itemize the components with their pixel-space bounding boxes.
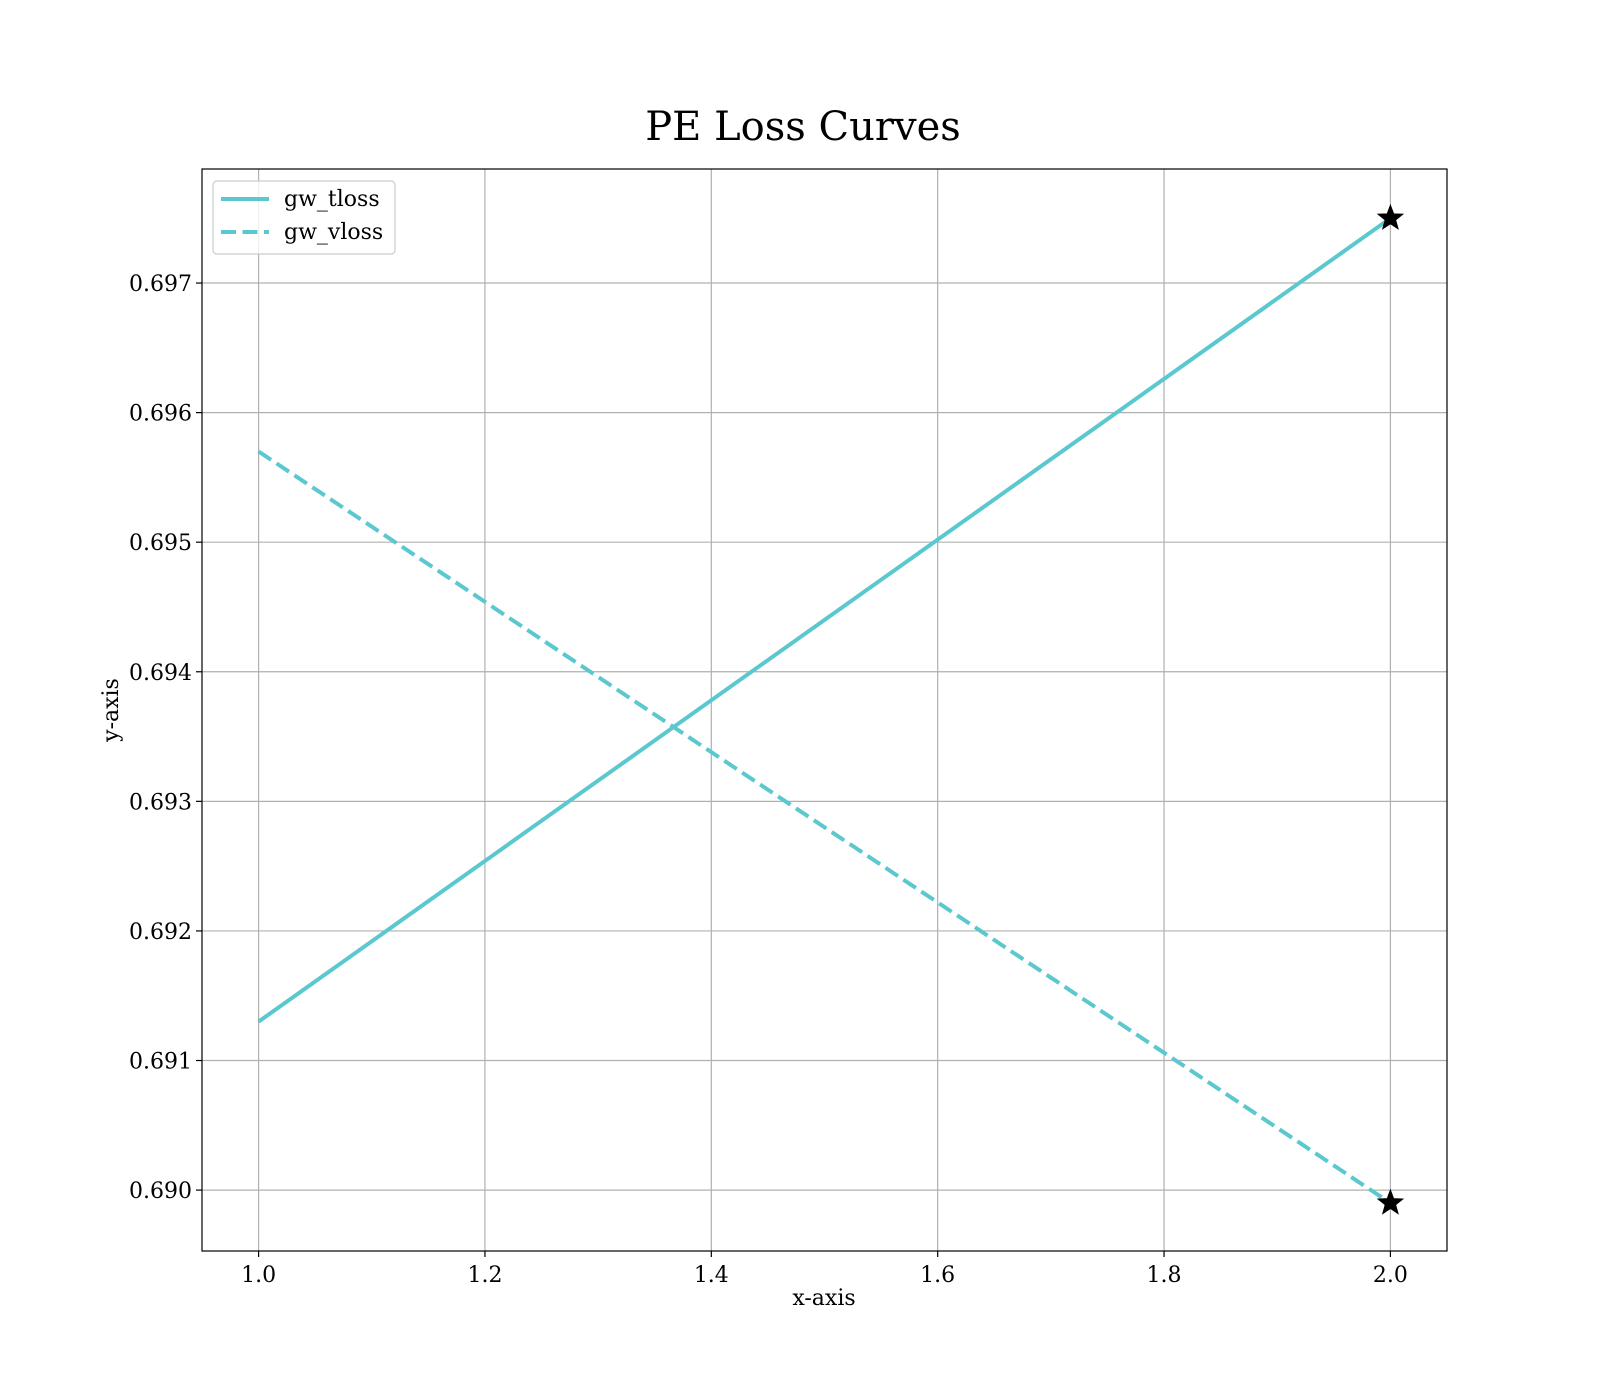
x-tick-label: 1.6 [920,1263,955,1288]
x-axis-label: x-axis [792,1286,855,1311]
end-markers [1376,203,1405,1215]
y-axis-label: y-axis [99,678,124,743]
x-axis-ticks: 1.0 1.2 1.4 1.6 1.8 2.0 [241,1251,1408,1288]
y-tick-label: 0.690 [129,1179,192,1204]
legend-label-gw_vloss: gw_vloss [284,220,383,245]
y-tick-label: 0.694 [129,661,192,686]
legend: gw_tloss gw_vloss [212,180,396,255]
x-tick-label: 2.0 [1373,1263,1408,1288]
y-tick-label: 0.696 [129,402,192,427]
y-tick-label: 0.695 [129,531,192,556]
series-line-gw_tloss [257,216,1392,1024]
y-axis-ticks: 0.690 0.691 0.692 0.693 0.694 0.695 0.696 0.697 [129,272,202,1204]
x-tick-label: 1.0 [241,1263,276,1288]
legend-label-gw_tloss: gw_tloss [284,187,380,212]
series-lines [257,216,1392,1205]
chart-title: PE Loss Curves [645,104,961,150]
grid-lines [202,169,1447,1251]
star-marker [1376,203,1405,230]
x-tick-label: 1.4 [694,1263,729,1288]
plot-frame [201,168,1448,1252]
y-tick-label: 0.697 [129,272,192,297]
x-tick-label: 1.2 [467,1263,502,1288]
series-line-gw_vloss [257,449,1392,1205]
y-tick-label: 0.693 [129,790,192,815]
y-tick-label: 0.692 [129,920,192,945]
x-tick-label: 1.8 [1147,1263,1182,1288]
star-marker [1376,1188,1405,1215]
y-tick-label: 0.691 [129,1050,192,1075]
